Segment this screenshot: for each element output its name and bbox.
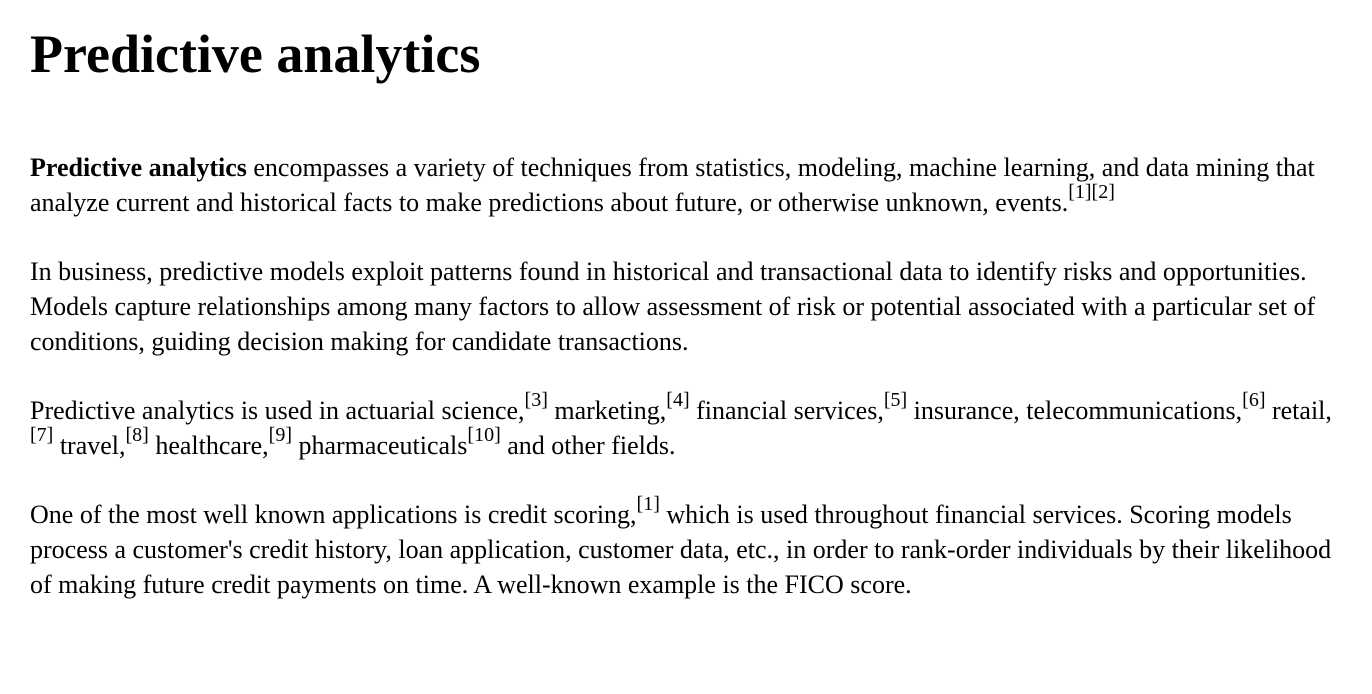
paragraph-credit-scoring: One of the most well known applications … [30, 494, 1342, 602]
lead-term: Predictive analytics [30, 153, 247, 182]
paragraph-fields: Predictive analytics is used in actuaria… [30, 390, 1342, 463]
citation-ref[interactable]: [10] [467, 424, 501, 447]
citation-ref[interactable]: [6] [1242, 389, 1266, 412]
citation-ref[interactable]: [8] [125, 424, 149, 447]
article: Predictive analytics Predictive analytic… [30, 24, 1342, 602]
citation-ref[interactable]: [5] [883, 389, 908, 412]
paragraph-business: In business, predictive models exploit p… [30, 257, 1316, 356]
paragraph-text: which is used throughout financial servi… [30, 500, 1332, 599]
paragraph-text: and other fields. [500, 431, 676, 460]
paragraph-intro: Predictive analytics encompasses a varie… [30, 150, 1342, 220]
paragraph-text: encompasses a variety of techniques from… [30, 153, 1315, 217]
paragraph-text: retail, [1265, 396, 1332, 425]
article-body: Predictive analytics encompasses a varie… [30, 150, 1342, 602]
paragraph-text: marketing, [547, 396, 667, 425]
citation-ref[interactable]: [1] [636, 493, 660, 516]
paragraph-text: pharmaceuticals [291, 431, 468, 460]
paragraph-text: insurance, telecommunications, [907, 396, 1243, 425]
paragraph-text: travel, [53, 431, 126, 460]
citation-ref[interactable]: [7] [30, 424, 54, 447]
paragraph-text: Predictive analytics is used in actuaria… [30, 396, 525, 425]
citation-ref[interactable]: [4] [666, 389, 690, 412]
citation-ref[interactable]: [1] [1068, 181, 1092, 204]
paragraph-text: financial services, [689, 396, 884, 425]
citation-ref[interactable]: [3] [524, 389, 548, 412]
page-title: Predictive analytics [30, 24, 481, 84]
citation-ref[interactable]: [2] [1091, 181, 1115, 204]
citation-ref[interactable]: [9] [268, 424, 292, 447]
paragraph-text: healthcare, [148, 431, 269, 460]
paragraph-text: One of the most well known applications … [30, 500, 637, 529]
